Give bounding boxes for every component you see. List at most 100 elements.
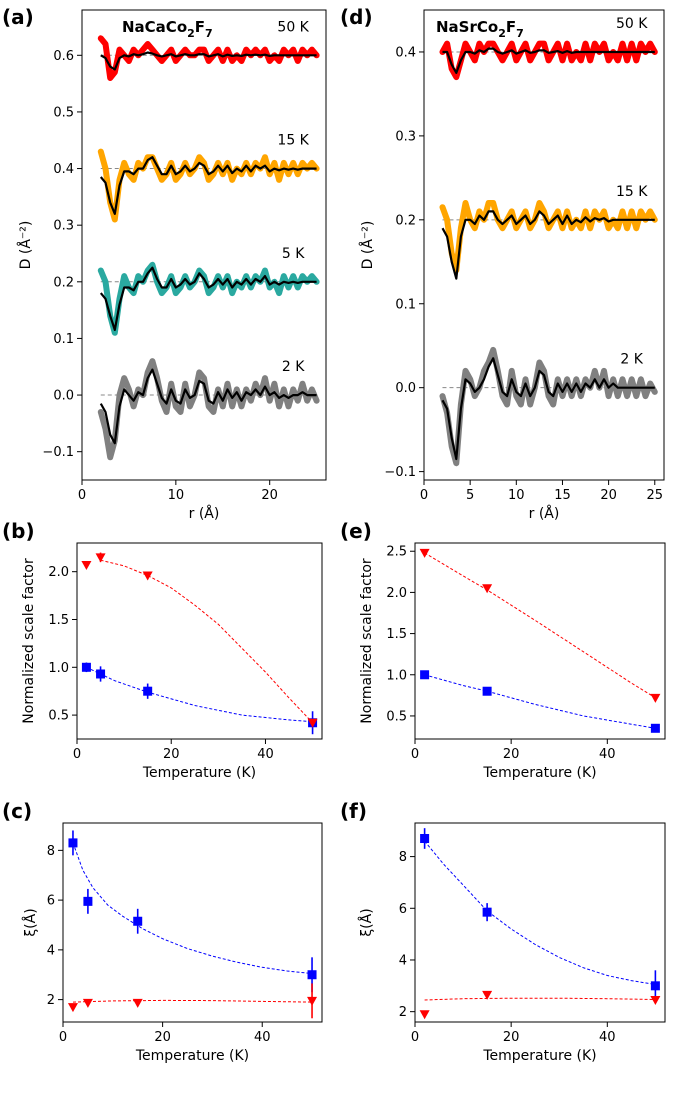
- y-tick-label: 0.3: [53, 219, 74, 234]
- data-curve: [439, 40, 658, 81]
- x-tick-label: 20: [503, 1030, 520, 1045]
- x-tick-label: 20: [261, 488, 278, 503]
- x-tick-label: 15: [554, 488, 571, 503]
- fit-curve: [72, 842, 313, 974]
- x-axis-label: r (Å): [529, 505, 560, 522]
- data-point-triangle: [82, 998, 93, 1008]
- x-tick-label: 20: [600, 488, 617, 503]
- chart-panel-e: 0 20 40 0.5 1.0 1.5 2.0 2.5 Temperature (K) Norma…: [359, 542, 666, 781]
- y-axis-label: D (Å⁻²): [17, 221, 34, 270]
- y-tick-label: 8: [47, 844, 55, 859]
- sample-mid: F: [195, 18, 205, 36]
- x-axis-label: r (Å): [189, 505, 220, 522]
- x-tick-label: 40: [599, 747, 616, 762]
- x-tick-label: 25: [646, 488, 663, 503]
- fit-curve: [424, 997, 656, 1001]
- y-tick-label: 0.2: [53, 275, 74, 290]
- series-label: 15 K: [616, 184, 648, 200]
- data-point-triangle: [419, 1010, 430, 1020]
- axes-frame: [62, 822, 323, 1023]
- x-axis-label: Temperature (K): [482, 765, 596, 781]
- data-point-triangle: [307, 718, 318, 728]
- y-tick-label: 0.1: [53, 332, 74, 347]
- fit-curve: [424, 674, 656, 729]
- series-label: 50 K: [277, 19, 309, 35]
- series-label: 50 K: [616, 16, 648, 32]
- x-tick-label: 0: [411, 747, 419, 762]
- sample-name: NaSrCo2F7: [436, 18, 524, 40]
- data-point-square: [420, 834, 430, 844]
- sample-sub2: 7: [205, 27, 213, 40]
- data-point-square: [482, 686, 492, 696]
- data-curve: [439, 200, 658, 274]
- y-tick-label: 4: [47, 943, 55, 958]
- x-tick-label: 20: [503, 747, 520, 762]
- data-point-triangle: [650, 693, 661, 703]
- y-tick-label: 2: [47, 993, 55, 1008]
- y-tick-label: −0.1: [384, 465, 416, 480]
- y-tick-label: 8: [399, 850, 407, 865]
- y-tick-label: −0.1: [42, 445, 74, 460]
- chart-panel-c: 0 20 40 2 4 6 8 Temperature (K) ξ(Å): [22, 822, 323, 1064]
- axes-frame: [414, 542, 666, 740]
- series-label: 15 K: [277, 133, 309, 149]
- fit-curve: [424, 840, 656, 985]
- data-point-square: [650, 723, 660, 733]
- fit-curve: [441, 210, 655, 280]
- fit-curve: [99, 156, 317, 215]
- y-axis-label: Normalized scale factor: [21, 558, 37, 724]
- y-tick-label: 1.0: [48, 661, 69, 676]
- sample-sub1: 2: [498, 27, 506, 40]
- fit-curve: [72, 999, 313, 1003]
- y-tick-label: 0.4: [53, 162, 74, 177]
- y-tick-label: 0.3: [395, 129, 416, 144]
- fit-curve: [100, 51, 317, 71]
- panel-label-b: (b): [2, 519, 35, 543]
- x-tick-label: 40: [257, 747, 274, 762]
- y-tick-label: 1.5: [386, 627, 407, 642]
- y-tick-label: 0.2: [395, 213, 416, 228]
- data-point-square: [650, 981, 660, 991]
- y-tick-label: 0.4: [395, 45, 416, 60]
- y-axis-label: D (Å⁻²): [359, 221, 376, 270]
- data-point-square: [133, 916, 143, 926]
- data-point-triangle: [132, 998, 143, 1008]
- y-tick-label: 2: [399, 1005, 407, 1020]
- data-point-square: [482, 907, 492, 917]
- data-point-square: [68, 838, 78, 848]
- chart-panel-a: 0 10 20 −0.1 0.0 0.1 0.2 0.3 0.4 0.5 0.6 r (Å) D (Å⁻…: [17, 9, 327, 522]
- sample-name: NaCaCo2F7: [122, 18, 213, 40]
- panel-label-e: (e): [340, 519, 372, 543]
- series-label: 5 K: [282, 246, 305, 262]
- plot-area: [439, 40, 658, 467]
- panel-label-a: (a): [2, 5, 34, 29]
- panel-label-d: (d): [340, 5, 373, 29]
- data-curve: [97, 35, 320, 81]
- sample-sub2: 7: [516, 27, 524, 40]
- x-tick-label: 10: [168, 488, 185, 503]
- axes-frame: [76, 542, 323, 740]
- x-tick-label: 20: [163, 747, 180, 762]
- x-tick-label: 20: [154, 1030, 171, 1045]
- x-tick-label: 0: [59, 1030, 67, 1045]
- x-tick-label: 0: [73, 747, 81, 762]
- y-tick-label: 0.0: [53, 389, 74, 404]
- y-tick-label: 0.5: [386, 709, 407, 724]
- data-point-square: [96, 669, 106, 679]
- data-point-triangle: [482, 990, 493, 1000]
- data-point-triangle: [142, 571, 153, 581]
- data-point-triangle: [307, 996, 318, 1006]
- y-tick-label: 1.5: [48, 613, 69, 628]
- y-tick-label: 4: [399, 953, 407, 968]
- panel-label-c: (c): [2, 799, 32, 823]
- sample-mid: F: [506, 18, 516, 36]
- fit-curve: [424, 552, 656, 699]
- data-point-triangle: [482, 584, 493, 594]
- x-tick-label: 0: [420, 488, 428, 503]
- y-tick-label: 2.0: [48, 565, 69, 580]
- data-point-square: [83, 896, 93, 906]
- chart-panel-d: 0 5 10 15 20 25 −0.1 0.0 0.1 0.2 0.3 0.4 r (Å) D (Å⁻²…: [359, 9, 665, 522]
- data-point-triangle: [419, 548, 430, 558]
- axes-frame: [414, 822, 666, 1023]
